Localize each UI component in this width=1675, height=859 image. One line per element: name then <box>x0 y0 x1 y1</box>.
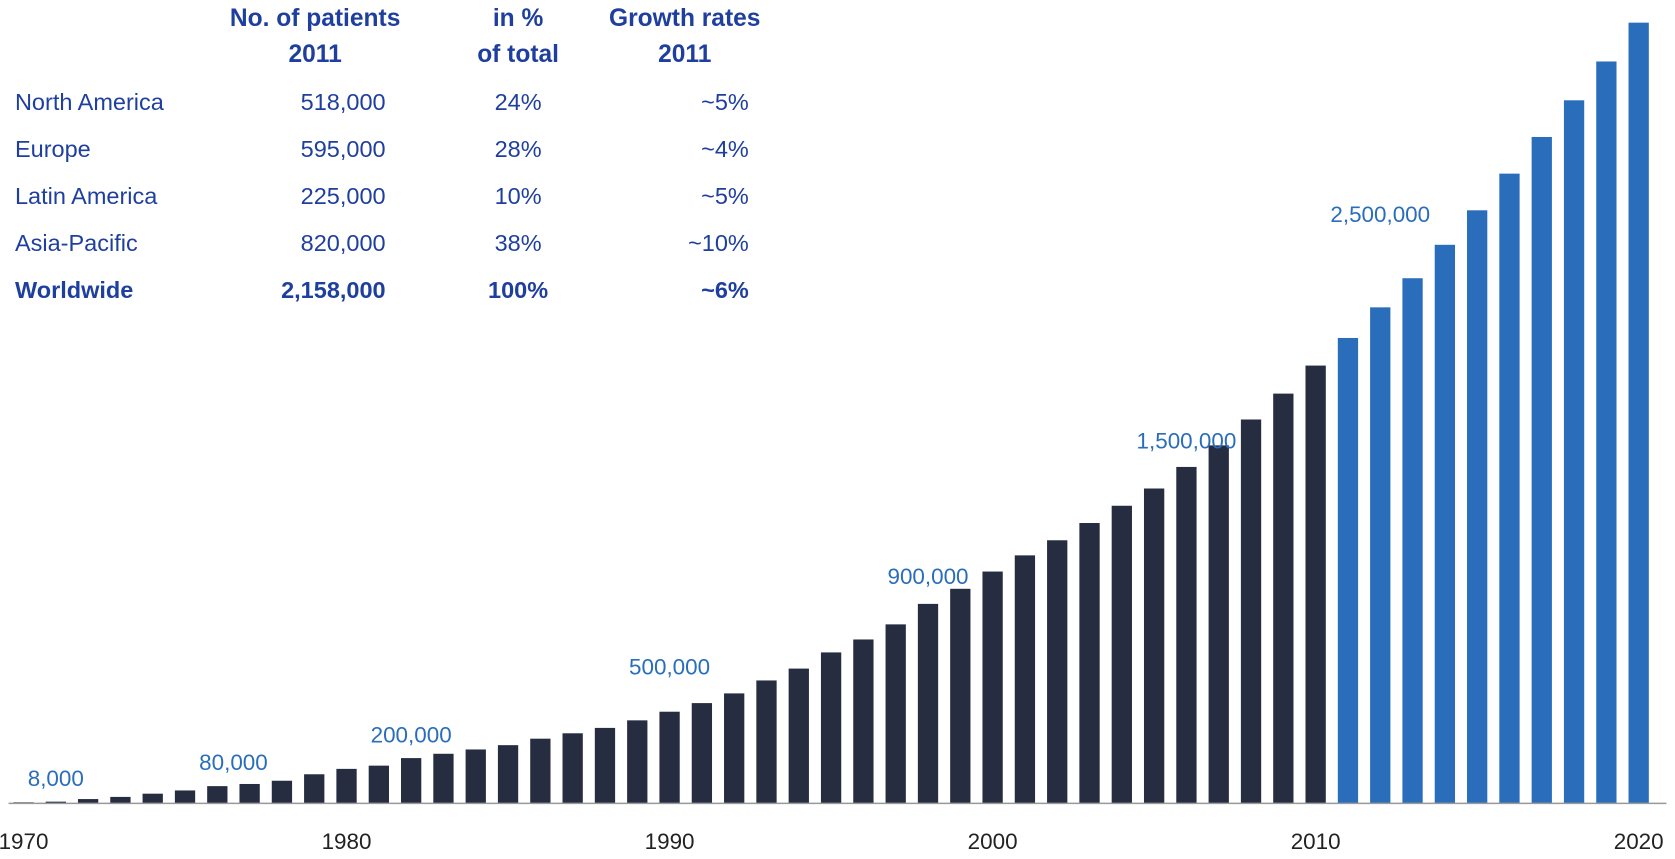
bar <box>142 793 163 804</box>
bar <box>1143 488 1165 804</box>
x-tick-label: 1990 <box>645 829 695 854</box>
bar <box>1531 136 1552 804</box>
bar <box>691 703 713 804</box>
table-cell: 38% <box>495 230 542 256</box>
annotation: 8,000 <box>28 766 84 791</box>
table-cell: Asia-Pacific <box>15 230 138 256</box>
bar <box>77 799 99 804</box>
bar <box>788 668 809 804</box>
table-cell: 28% <box>495 136 542 162</box>
bar <box>368 765 389 804</box>
bar <box>1434 244 1456 804</box>
bar <box>433 753 454 804</box>
table-header: No. of patients <box>230 5 400 32</box>
table-header: 2011 <box>288 41 341 68</box>
bar <box>1111 505 1132 804</box>
table-header: in % <box>493 5 544 32</box>
annotation: 80,000 <box>199 750 268 775</box>
annotation: 1,500,000 <box>1137 428 1237 453</box>
table-cell: ~5% <box>701 183 749 209</box>
bar <box>659 711 680 804</box>
table-cell: ~6% <box>701 277 749 303</box>
bar <box>594 727 616 804</box>
bar <box>1402 278 1423 804</box>
table-cell: Europe <box>15 136 91 162</box>
table-cell: 24% <box>495 89 542 115</box>
bar <box>1563 100 1585 804</box>
bar <box>853 639 874 804</box>
bar <box>1079 523 1100 804</box>
table-cell: 10% <box>495 183 542 209</box>
table-cell: 820,000 <box>301 230 386 256</box>
bar <box>400 758 422 804</box>
annotation: 500,000 <box>629 655 710 680</box>
table-header: Growth rates <box>609 5 760 32</box>
table-cell: ~10% <box>688 230 749 256</box>
bar <box>950 588 971 804</box>
annotation: 2,500,000 <box>1330 202 1430 227</box>
bar <box>1240 419 1262 804</box>
bar <box>239 783 260 804</box>
bar <box>336 768 357 804</box>
bar <box>1273 393 1294 804</box>
table-cell: North America <box>15 89 165 115</box>
bar <box>1208 445 1229 804</box>
bar <box>1499 173 1520 804</box>
bar <box>756 680 777 804</box>
bar <box>724 693 745 804</box>
bar <box>497 745 519 804</box>
bar <box>982 571 1003 804</box>
table-cell: 100% <box>488 277 548 303</box>
table-cell: ~4% <box>701 136 749 162</box>
bar <box>304 774 325 804</box>
table-cell: 595,000 <box>301 136 386 162</box>
table-header: of total <box>477 41 559 68</box>
bar <box>562 733 583 804</box>
x-tick-label: 1970 <box>0 829 48 854</box>
bar <box>1014 555 1036 804</box>
bar <box>1176 466 1197 804</box>
bar <box>1305 365 1326 804</box>
bar <box>1467 210 1488 804</box>
bar <box>271 780 293 804</box>
bar <box>627 720 648 804</box>
x-tick-label: 2010 <box>1291 829 1341 854</box>
bar <box>45 801 66 804</box>
table-cell: 225,000 <box>301 183 386 209</box>
table-cell: Worldwide <box>15 277 133 303</box>
table-cell: Latin America <box>15 183 158 209</box>
x-tick-label: 2020 <box>1614 829 1664 854</box>
bar <box>1370 307 1391 804</box>
bar <box>1628 22 1649 804</box>
bar <box>110 796 131 804</box>
annotation: 900,000 <box>887 564 968 589</box>
x-tick-label: 1980 <box>322 829 372 854</box>
bar <box>820 652 842 804</box>
table-cell: ~5% <box>701 89 749 115</box>
x-tick-label: 2000 <box>968 829 1018 854</box>
annotation: 200,000 <box>371 723 452 748</box>
table-cell: 2,158,000 <box>281 277 386 303</box>
bar <box>207 786 228 804</box>
bar <box>885 624 906 804</box>
bar <box>530 738 551 804</box>
bar <box>174 790 196 804</box>
bar <box>1596 61 1617 804</box>
table-cell: 518,000 <box>301 89 386 115</box>
bar <box>1047 540 1068 804</box>
bar <box>917 603 939 804</box>
bar <box>465 749 486 804</box>
bar <box>1337 337 1359 804</box>
table-header: 2011 <box>658 41 711 68</box>
